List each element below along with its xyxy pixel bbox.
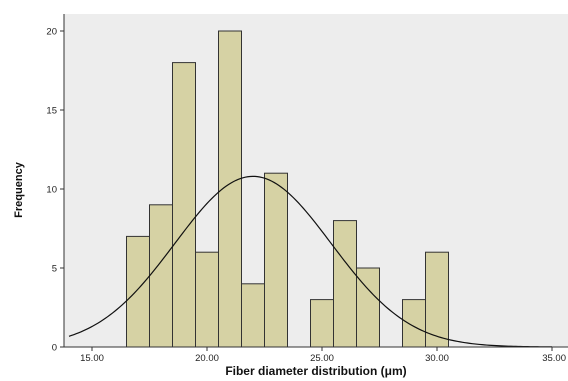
y-tick-label: 20: [46, 27, 57, 38]
histogram-bar-9: [333, 220, 357, 348]
y-tick-label: 5: [52, 264, 57, 275]
y-tick-label: 10: [46, 185, 57, 196]
histogram-bar-11: [402, 299, 426, 348]
normal-curve: [68, 175, 553, 348]
histogram-bar-12: [425, 251, 449, 348]
histogram-bar-6: [241, 283, 265, 348]
histogram-bar-3: [172, 62, 196, 348]
x-tick-label: 15.00: [80, 353, 104, 364]
x-tick-label: 35.00: [542, 353, 566, 364]
histogram-bar-4: [195, 251, 219, 348]
histogram-bar-2: [149, 204, 173, 348]
y-tick-label: 15: [46, 106, 57, 117]
x-tick-label: 25.00: [310, 353, 334, 364]
histogram-bar-7: [264, 172, 288, 348]
y-tick-label: 0: [52, 343, 57, 354]
y-axis-title: Frequency: [13, 161, 25, 218]
x-axis-title: Fiber diameter distribution (μm): [225, 364, 406, 378]
bars-layer: [126, 30, 449, 348]
y-axis-ticks: 0 5 10 15 20: [46, 27, 64, 354]
x-tick-label: 20.00: [195, 353, 219, 364]
x-tick-label: 30.00: [425, 353, 449, 364]
x-axis-ticks: 15.00 20.00 25.00 30.00 35.00: [80, 347, 566, 364]
histogram-bar-8: [310, 299, 334, 348]
histogram-bar-1: [126, 235, 150, 348]
